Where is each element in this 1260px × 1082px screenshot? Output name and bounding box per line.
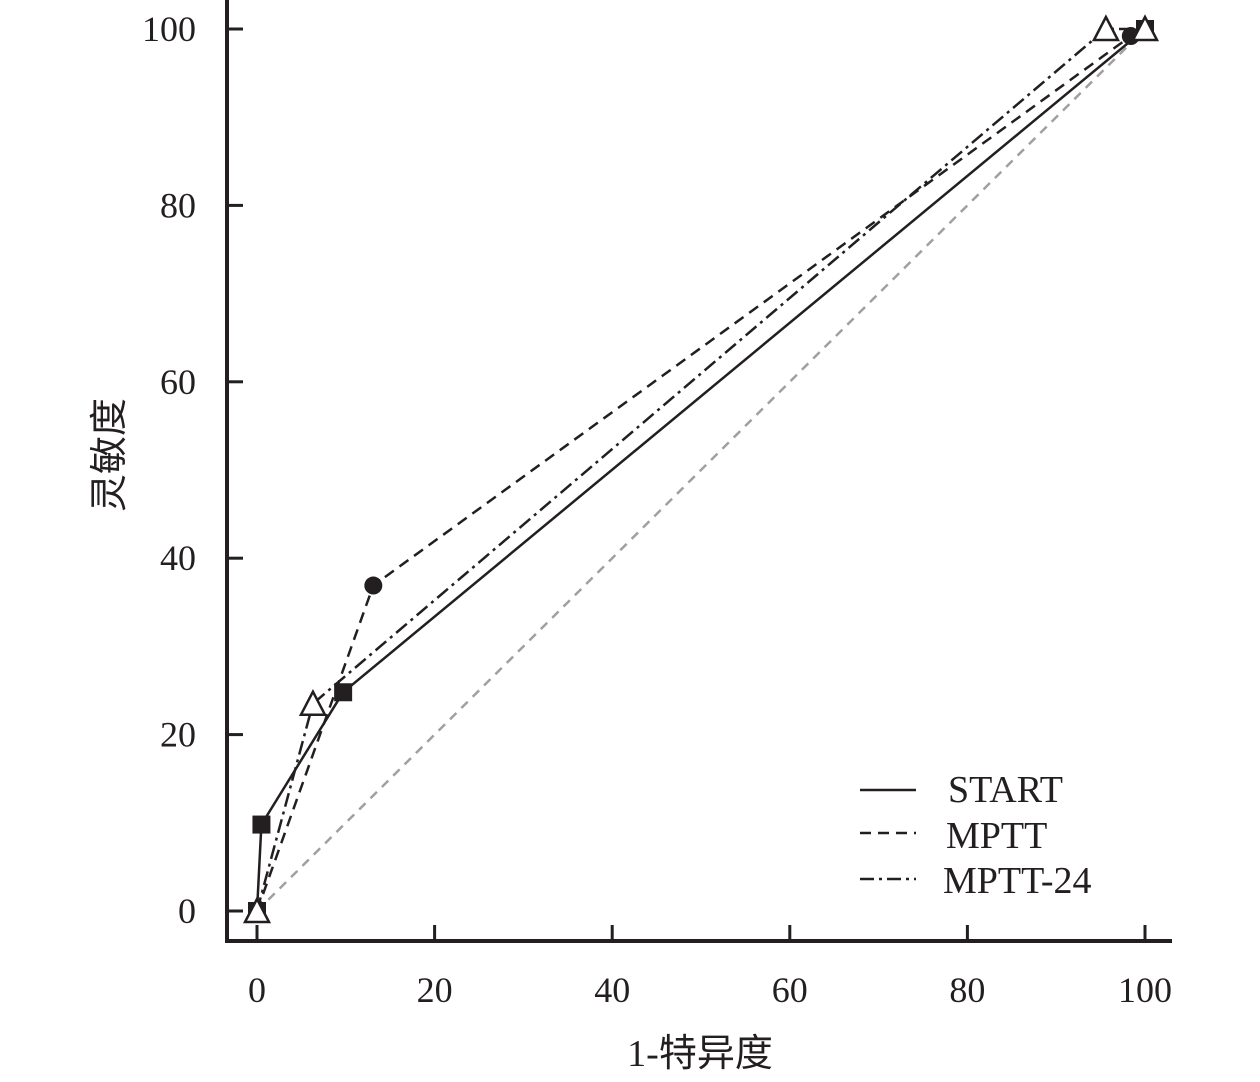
y-tick-label: 20 bbox=[160, 715, 196, 755]
data-point-mptt-24 bbox=[298, 689, 328, 716]
data-point-mptt-24 bbox=[242, 896, 272, 924]
data-point-mptt bbox=[364, 576, 383, 595]
series-line-mptt bbox=[255, 27, 1146, 912]
x-tick-label: 40 bbox=[594, 970, 630, 1010]
reference-diagonal-line bbox=[256, 28, 1146, 912]
x-tick-label: 100 bbox=[1118, 970, 1172, 1010]
y-tick-label: 80 bbox=[160, 185, 196, 225]
legend-label-start: START bbox=[948, 769, 1063, 811]
reference-line-layer bbox=[256, 28, 1146, 912]
y-axis-title: 灵敏度 bbox=[89, 398, 131, 512]
y-tick-label: 0 bbox=[178, 891, 196, 931]
legend: START MPTT MPTT-24 bbox=[860, 769, 1092, 902]
data-point-start bbox=[252, 815, 271, 834]
x-tick-label: 0 bbox=[248, 970, 266, 1010]
data-point-mptt-24 bbox=[1091, 14, 1120, 42]
data-point-start bbox=[334, 683, 353, 702]
axes bbox=[225, 0, 1172, 943]
ticks: 0 20 40 60 80 100 0 20 40 60 80 100 bbox=[142, 9, 1172, 1010]
legend-label-mptt-24: MPTT-24 bbox=[943, 860, 1092, 902]
y-tick-label: 60 bbox=[160, 362, 196, 402]
x-tick-label: 60 bbox=[772, 970, 808, 1010]
data-point-mptt-24 bbox=[1130, 14, 1160, 42]
y-tick-label: 100 bbox=[142, 9, 196, 49]
x-tick-label: 80 bbox=[949, 970, 985, 1010]
legend-label-mptt: MPTT bbox=[946, 815, 1047, 857]
y-tick-label: 40 bbox=[160, 538, 196, 578]
x-tick-label: 20 bbox=[417, 970, 453, 1010]
series-line-start bbox=[255, 28, 1146, 912]
x-axis-title: 1-特异度 bbox=[627, 1033, 773, 1075]
markers-layer bbox=[242, 14, 1160, 924]
